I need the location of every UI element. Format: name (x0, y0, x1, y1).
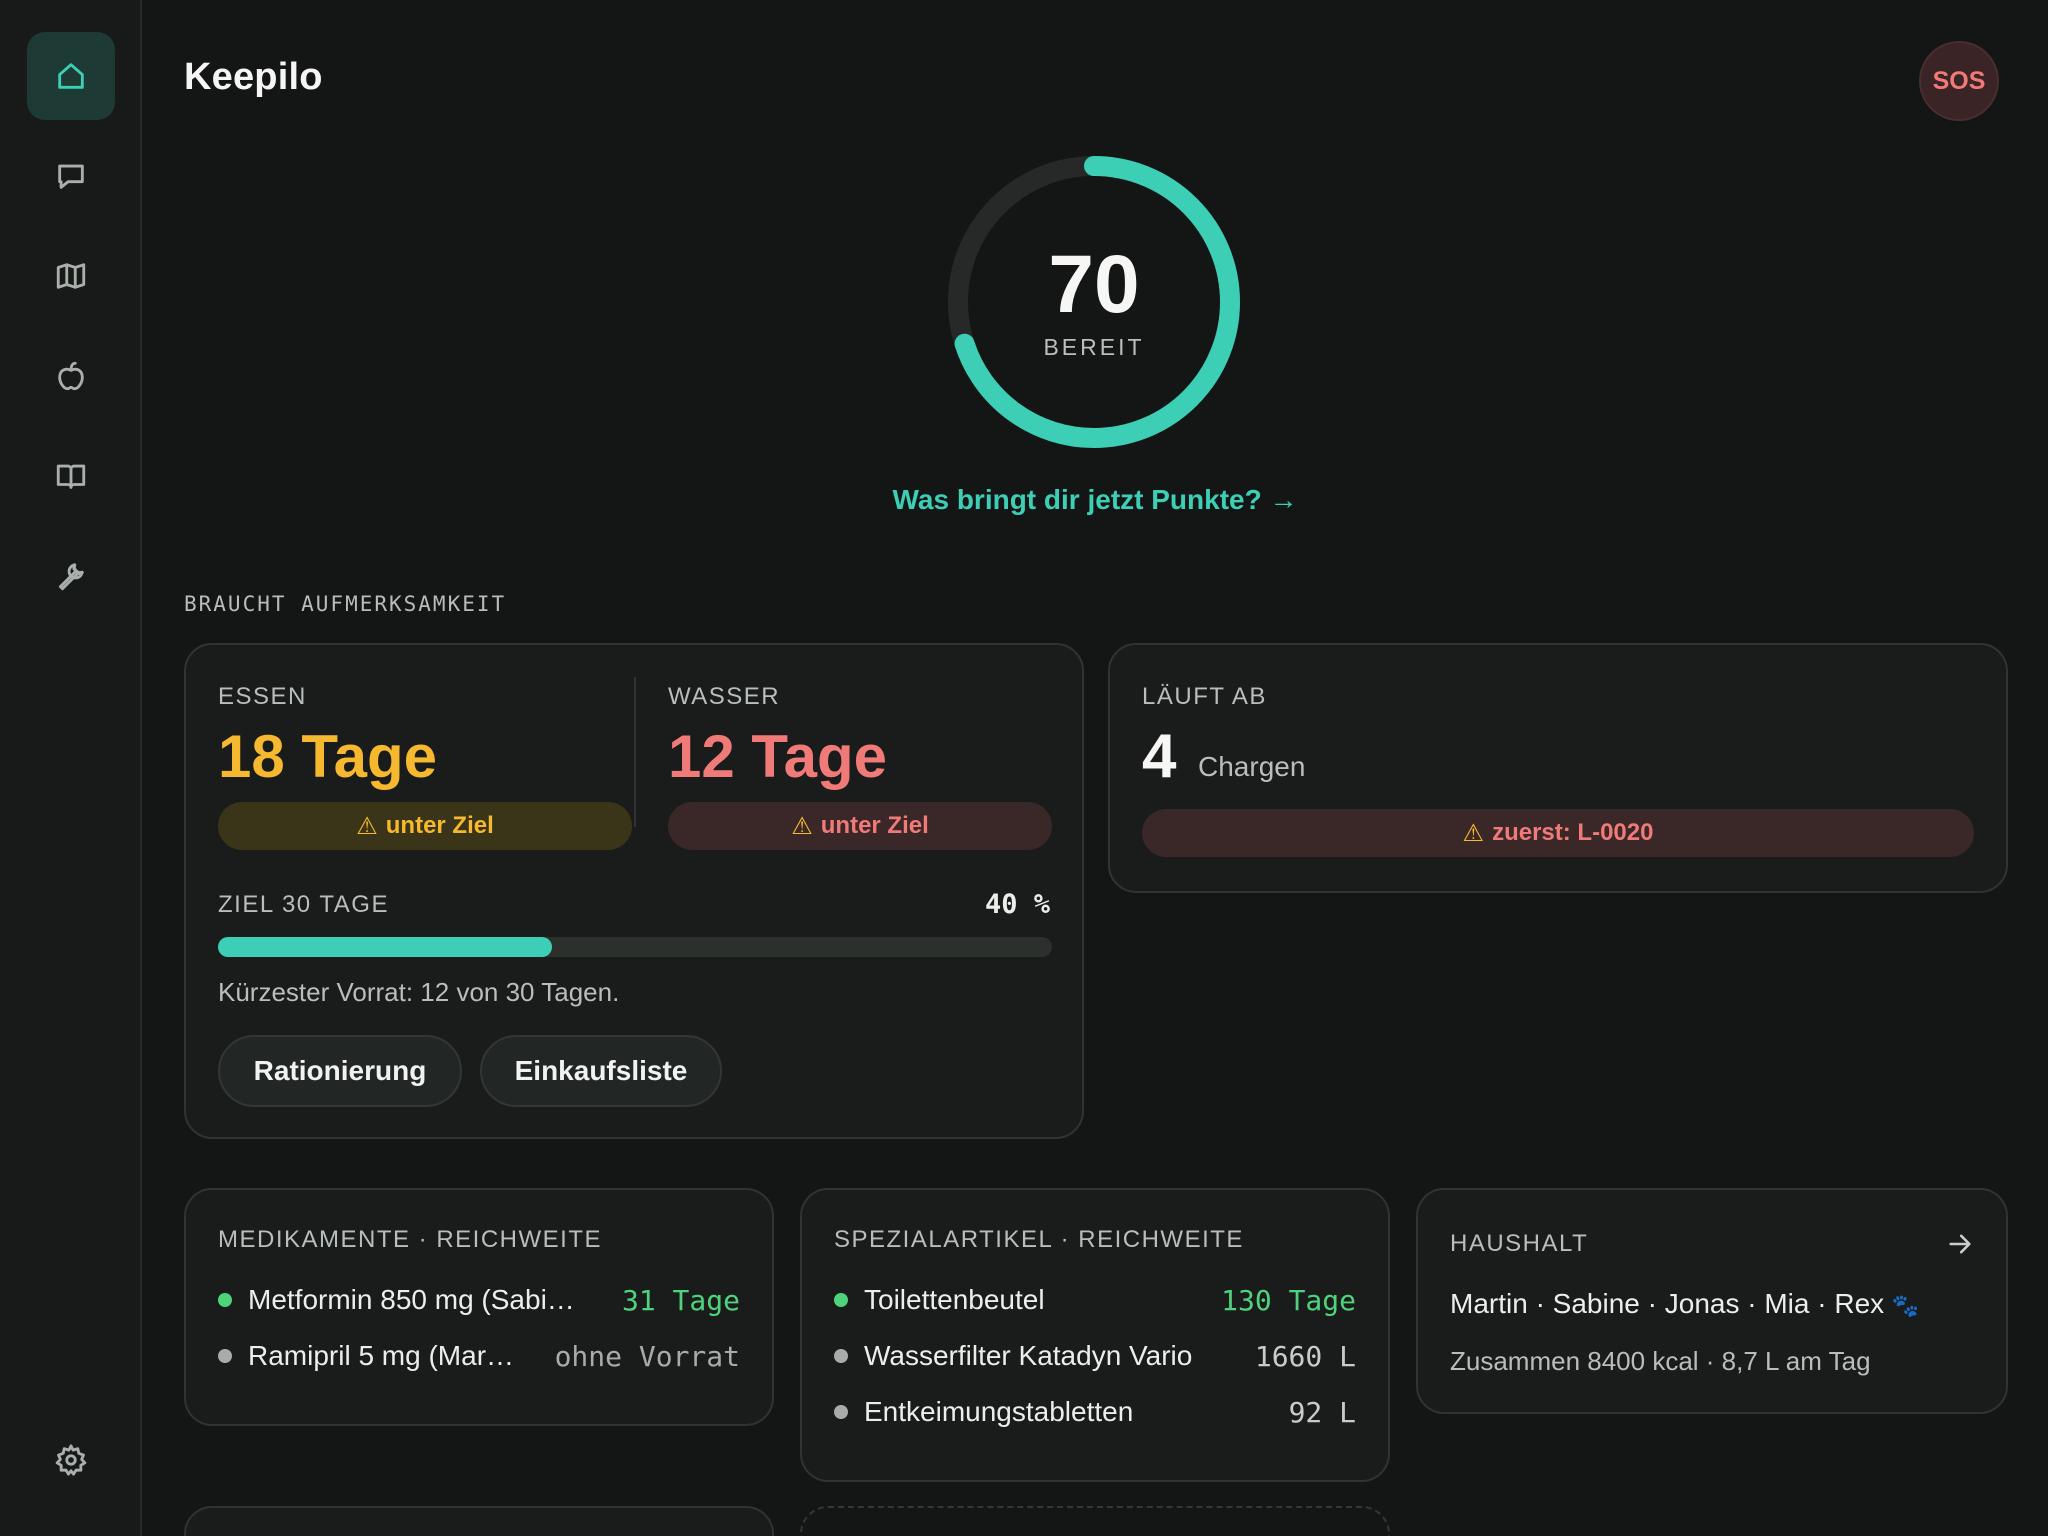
status-dot (218, 1293, 232, 1307)
book-icon (56, 464, 86, 489)
readiness-label: BEREIT (1043, 334, 1145, 360)
chat-icon (58, 164, 84, 189)
water-days: 12 Tage (668, 723, 887, 790)
sos-button[interactable]: SOS (1919, 41, 1999, 121)
sidebar-item-settings[interactable] (27, 1416, 115, 1504)
goal-progress-fill (218, 937, 552, 957)
goal-caption: ZIEL 30 TAGE (218, 891, 389, 918)
expiry-badge-label: zuerst: L-0020 (1492, 819, 1654, 846)
sidebar (0, 0, 142, 1536)
household-members-label: Martin · Sabine · Jonas · Mia · Rex (1450, 1288, 1885, 1319)
food-badge-label: unter Ziel (385, 812, 494, 839)
expiry-caption: LÄUFT AB (1142, 683, 1267, 710)
list-item: Ramipril 5 mg (Mar… ohne Vorrat (218, 1336, 740, 1376)
expiry-warning-badge: ⚠ zuerst: L-0020 (1142, 809, 1974, 857)
sidebar-item-guide[interactable] (27, 432, 115, 520)
attention-section-title: BRAUCHT AUFMERKSAMKEIT (184, 592, 507, 616)
list-item: Toilettenbeutel 130 Tage (834, 1280, 1356, 1320)
arrow-right-icon[interactable] (1946, 1230, 1974, 1258)
add-card-placeholder[interactable] (800, 1506, 1390, 1536)
food-days: 18 Tage (218, 723, 437, 790)
sidebar-item-tools[interactable] (27, 532, 115, 620)
wrench-icon (58, 563, 84, 591)
map-icon (56, 263, 86, 289)
meds-item-value: ohne Vorrat (554, 1339, 740, 1373)
goal-progress-track (218, 937, 1052, 957)
list-item: Wasserfilter Katadyn Vario 1660 L (834, 1336, 1356, 1376)
status-dot (218, 1349, 232, 1363)
food-caption: ESSEN (218, 683, 307, 710)
gear-icon (55, 1444, 87, 1476)
expiry-card[interactable]: LÄUFT AB 4 Chargen ⚠ zuerst: L-0020 (1108, 643, 2008, 893)
meds-card[interactable]: MEDIKAMENTE · REICHWEITE Metformin 850 m… (184, 1188, 774, 1426)
water-badge-label: unter Ziel (820, 812, 929, 839)
sidebar-item-map[interactable] (27, 232, 115, 320)
household-caption: HAUSHALT (1450, 1230, 1589, 1257)
warning-icon: ⚠ (1462, 819, 1485, 847)
meds-caption: MEDIKAMENTE · REICHWEITE (218, 1226, 603, 1253)
goal-percent: 40 % (984, 889, 1050, 920)
readiness-ring (948, 156, 1240, 448)
household-summary: Zusammen 8400 kcal · 8,7 L am Tag (1450, 1346, 1871, 1376)
special-caption: SPEZIALARTIKEL · REICHWEITE (834, 1226, 1244, 1253)
list-item: Entkeimungstabletten 92 L (834, 1392, 1356, 1432)
food-warning-badge: ⚠ unter Ziel (218, 802, 632, 850)
supply-divider (634, 677, 636, 827)
home-icon (58, 63, 84, 89)
app-title: Keepilo (184, 56, 323, 98)
rationing-button[interactable]: Rationierung (218, 1035, 462, 1107)
expiry-count: 4 (1142, 722, 1177, 791)
water-caption: WASSER (668, 683, 781, 710)
status-dot (834, 1405, 848, 1419)
sidebar-item-food[interactable] (27, 332, 115, 420)
water-warning-badge: ⚠ unter Ziel (668, 802, 1052, 850)
expiry-unit: Chargen (1198, 751, 1306, 782)
special-item-value: 130 Tage (1221, 1283, 1356, 1317)
meds-item-name: Metformin 850 mg (Sabi… (248, 1284, 575, 1315)
readiness-ring-progress (948, 156, 1240, 448)
status-dot (834, 1293, 848, 1307)
status-dot (834, 1349, 848, 1363)
special-item-name: Toilettenbeutel (864, 1284, 1045, 1315)
special-item-value: 1660 L (1254, 1339, 1356, 1373)
meds-item-name: Ramipril 5 mg (Mar… (248, 1340, 515, 1371)
paw-icon: 🐾 (1891, 1293, 1920, 1318)
warning-icon: ⚠ (356, 812, 378, 840)
special-item-name: Wasserfilter Katadyn Vario (864, 1340, 1193, 1371)
goal-note: Kürzester Vorrat: 12 von 30 Tagen. (218, 977, 620, 1007)
points-link[interactable]: Was bringt dir jetzt Punkte? → (892, 484, 1298, 515)
sidebar-item-chat[interactable] (27, 132, 115, 220)
list-item: Metformin 850 mg (Sabi… 31 Tage (218, 1280, 740, 1320)
meds-item-value: 31 Tage (621, 1283, 740, 1317)
special-card[interactable]: SPEZIALARTIKEL · REICHWEITE Toilettenbeu… (800, 1188, 1390, 1482)
special-item-name: Entkeimungstabletten (864, 1396, 1134, 1427)
supply-card: ESSEN 18 Tage ⚠ unter Ziel WASSER 12 Tage… (184, 643, 1084, 1139)
warning-icon: ⚠ (791, 812, 813, 840)
partial-card (184, 1506, 774, 1536)
apple-icon (58, 361, 84, 391)
readiness-score: 70 (1048, 239, 1140, 330)
household-members: Martin · Sabine · Jonas · Mia · Rex 🐾 (1450, 1288, 1919, 1320)
sidebar-item-home[interactable] (27, 32, 115, 120)
household-card[interactable]: HAUSHALT Martin · Sabine · Jonas · Mia ·… (1416, 1188, 2008, 1414)
special-item-value: 92 L (1288, 1395, 1356, 1429)
shopping-list-button[interactable]: Einkaufsliste (480, 1035, 722, 1107)
